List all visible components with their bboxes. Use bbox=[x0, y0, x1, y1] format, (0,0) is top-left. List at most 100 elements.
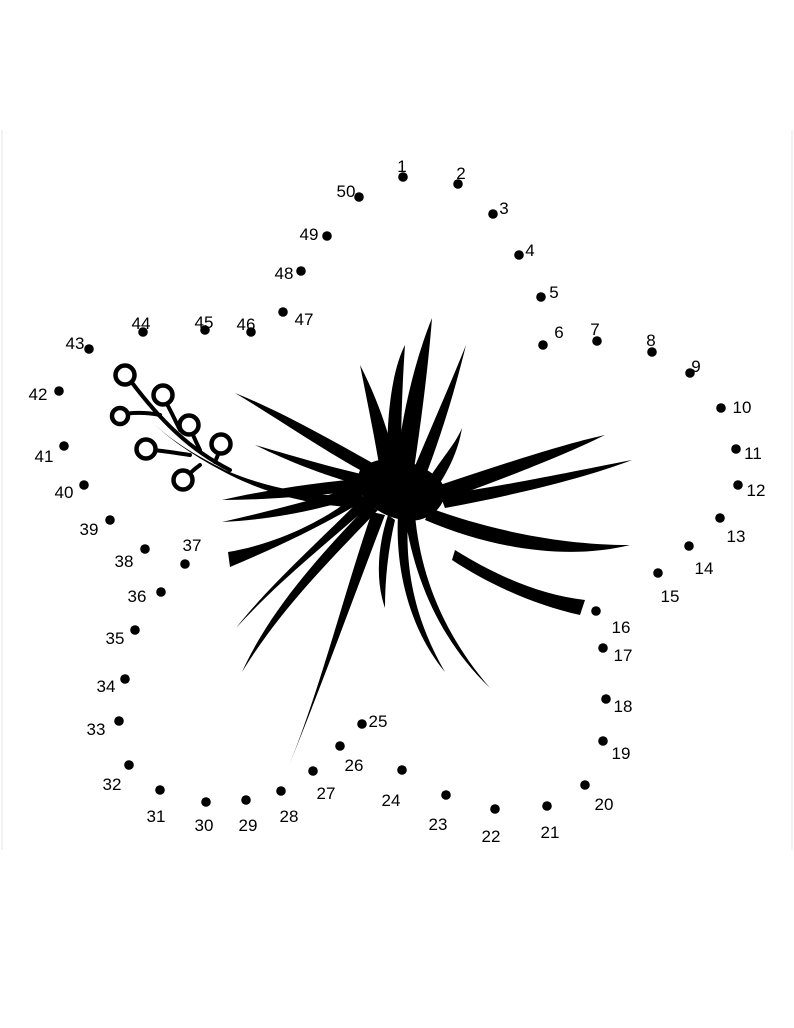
dot-number-label: 20 bbox=[595, 795, 614, 814]
dot-number-label: 17 bbox=[614, 646, 633, 665]
pistil-ring bbox=[109, 405, 131, 427]
numbered-dot: 16 bbox=[591, 606, 630, 637]
dot-number-label: 28 bbox=[280, 807, 299, 826]
filament bbox=[378, 515, 395, 608]
numbered-dot: 10 bbox=[716, 398, 751, 417]
numbered-dot: 49 bbox=[300, 225, 332, 244]
dot-number-label: 10 bbox=[733, 398, 752, 417]
numbered-dot: 2 bbox=[453, 164, 466, 189]
numbered-dot: 19 bbox=[598, 736, 630, 763]
filament bbox=[410, 345, 466, 485]
numbered-dot: 36 bbox=[128, 587, 166, 606]
dot-number-label: 4 bbox=[525, 241, 534, 260]
dot-marker bbox=[156, 587, 166, 597]
dot-number-label: 24 bbox=[382, 791, 401, 810]
dot-marker bbox=[653, 568, 663, 578]
dot-number-label: 5 bbox=[549, 283, 558, 302]
dot-number-label: 6 bbox=[554, 323, 563, 342]
dot-number-label: 34 bbox=[97, 677, 116, 696]
dot-marker bbox=[715, 513, 725, 523]
pistil-stem bbox=[150, 420, 392, 509]
dot-marker bbox=[79, 480, 89, 490]
dot-number-label: 25 bbox=[369, 712, 388, 731]
dot-marker bbox=[155, 785, 165, 795]
dot-marker bbox=[601, 694, 611, 704]
dot-marker bbox=[322, 231, 332, 241]
dot-number-label: 14 bbox=[695, 559, 714, 578]
dot-marker bbox=[398, 172, 408, 182]
filament bbox=[236, 498, 370, 628]
numbered-dot: 4 bbox=[514, 241, 535, 260]
dot-number-label: 26 bbox=[345, 756, 364, 775]
dot-marker bbox=[580, 780, 590, 790]
dot-number-label: 18 bbox=[614, 697, 633, 716]
dot-marker bbox=[296, 266, 306, 276]
dot-number-label: 30 bbox=[195, 816, 214, 835]
dot-number-label: 47 bbox=[295, 310, 314, 329]
numbered-dot: 8 bbox=[646, 331, 657, 357]
numbered-dot: 41 bbox=[35, 441, 69, 466]
dot-number-label: 37 bbox=[183, 536, 202, 555]
dot-marker bbox=[84, 344, 94, 354]
dot-marker bbox=[733, 480, 743, 490]
pistil-ring bbox=[113, 363, 137, 387]
numbered-dot: 3 bbox=[488, 199, 509, 219]
dot-marker bbox=[354, 192, 364, 202]
numbered-dot: 46 bbox=[237, 315, 256, 337]
dot-number-label: 36 bbox=[128, 587, 147, 606]
dot-number-label: 9 bbox=[691, 357, 700, 376]
dot-number-label: 32 bbox=[103, 775, 122, 794]
dot-number-label: 2 bbox=[456, 164, 465, 183]
dot-number-label: 41 bbox=[35, 447, 54, 466]
dot-number-label: 40 bbox=[55, 483, 74, 502]
dot-marker bbox=[598, 736, 608, 746]
dot-number-label: 49 bbox=[300, 225, 319, 244]
filament bbox=[242, 505, 378, 672]
numbered-dot: 5 bbox=[536, 283, 559, 302]
dot-number-label: 29 bbox=[239, 816, 258, 835]
filament bbox=[397, 515, 445, 672]
dot-marker bbox=[335, 741, 345, 751]
numbered-dot: 11 bbox=[731, 444, 762, 463]
filament bbox=[440, 460, 632, 508]
dot-marker bbox=[598, 643, 608, 653]
dot-number-label: 48 bbox=[275, 264, 294, 283]
dot-marker bbox=[397, 765, 407, 775]
filament bbox=[405, 515, 490, 688]
dot-marker bbox=[59, 441, 69, 451]
dot-marker bbox=[441, 790, 451, 800]
dot-number-label: 39 bbox=[80, 520, 99, 539]
dot-marker bbox=[130, 625, 140, 635]
numbered-dot: 47 bbox=[278, 307, 313, 329]
numbered-dot: 50 bbox=[337, 182, 364, 202]
numbered-dot: 9 bbox=[685, 357, 701, 378]
numbered-dot: 32 bbox=[103, 760, 134, 794]
dot-number-label: 31 bbox=[147, 807, 166, 826]
dot-number-label: 19 bbox=[612, 744, 631, 763]
numbered-dot: 23 bbox=[429, 790, 451, 834]
numbered-dot: 1 bbox=[397, 157, 408, 182]
dot-marker bbox=[246, 327, 256, 337]
dot-number-label: 27 bbox=[317, 784, 336, 803]
numbered-dot: 21 bbox=[541, 801, 559, 842]
dot-marker bbox=[200, 325, 210, 335]
dot-marker bbox=[684, 541, 694, 551]
numbered-dot: 44 bbox=[132, 314, 150, 337]
dot-marker bbox=[54, 386, 64, 396]
numbered-dot: 33 bbox=[87, 716, 124, 739]
filament bbox=[235, 393, 385, 478]
numbered-dot: 22 bbox=[482, 804, 500, 846]
dot-number-label: 33 bbox=[87, 720, 106, 739]
numbered-dot: 35 bbox=[106, 625, 140, 648]
dot-number-label: 1 bbox=[397, 157, 406, 176]
dot-number-label: 46 bbox=[237, 315, 256, 334]
dot-marker bbox=[278, 307, 288, 317]
dot-marker bbox=[276, 786, 286, 796]
numbered-dot: 30 bbox=[195, 797, 214, 835]
dot-marker bbox=[490, 804, 500, 814]
dot-number-label: 11 bbox=[744, 444, 762, 463]
dot-number-label: 50 bbox=[337, 182, 356, 201]
numbered-dot: 14 bbox=[684, 541, 713, 578]
numbered-dot: 18 bbox=[601, 694, 632, 716]
